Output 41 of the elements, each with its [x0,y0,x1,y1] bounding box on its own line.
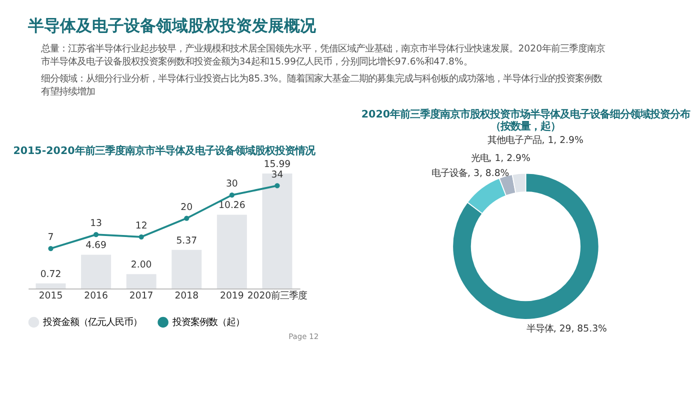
point [93,232,99,238]
data-label: 15.99 [264,158,291,170]
text: Page 12 [288,332,319,342]
bar [81,254,112,289]
data-label: 2.00 [130,260,152,271]
x-tick-label: 2016 [84,290,108,302]
data-label: 12 [135,220,148,232]
data-label: 10.26 [218,200,246,212]
legend-label: 投资金额（亿元人民币） [42,317,142,328]
bar [172,250,202,289]
point [48,246,54,252]
x-tick-label: 2017 [129,290,154,302]
bar [126,274,156,289]
point [229,192,234,198]
data-label: 34 [271,169,284,180]
data-label: 7 [48,232,54,244]
slice-label: 光电, 1, 2.9% [470,152,530,164]
chart-title: 2020年前三季度南京市股权投资市场半导体及电子设备细分领域投资分布（按数量，起） [361,108,690,133]
x-tick-label: 2020前三季度 [247,290,308,302]
text: 半导体及电子设备领域股权投资发展概况 [27,16,318,35]
slice-label: 电子设备, 3, 8.8% [432,168,510,179]
x-tick-label: 2019 [220,290,244,302]
data-label: 13 [90,218,102,230]
data-label: 4.69 [86,240,107,252]
text: 细分领域：从细分行业分析，半导体行业投资占比为85.3%。随着国家大基金二期的募集完成与科创板的成功落地，半导体行业的投资案例数有望持续增加 [41,73,602,98]
data-label: 30 [226,178,238,190]
slice-label: 其他电子产品, 1, 2.9% [488,134,584,146]
chart-title: 2015-2020年前三季度南京市半导体及电子设备领域股权投资情况 [13,144,316,157]
data-label: 0.72 [40,268,62,280]
point [274,183,280,188]
text: 总量：江苏省半导体行业起步较早，产业规模和技术居全国领先水平，凭借区域产业基础，南京市半导体行业快速发展。2020年前三季度南京市半导体及电子设备股权投资案例数和投资金额为34起和15.99亿人民币，分别同比增长97.6%和47.8%。 [40,43,606,68]
x-tick-label: 2018 [174,290,199,302]
point [138,234,144,240]
bar [36,283,66,289]
data-label: 5.37 [176,235,198,246]
legend-label: 投资案例数（起） [171,317,244,328]
x-tick-label: 2015 [38,290,63,302]
point [184,216,190,221]
bar [216,214,247,289]
data-label: 20 [180,202,193,213]
slice-label: 半导体, 29, 85.3% [526,323,608,334]
